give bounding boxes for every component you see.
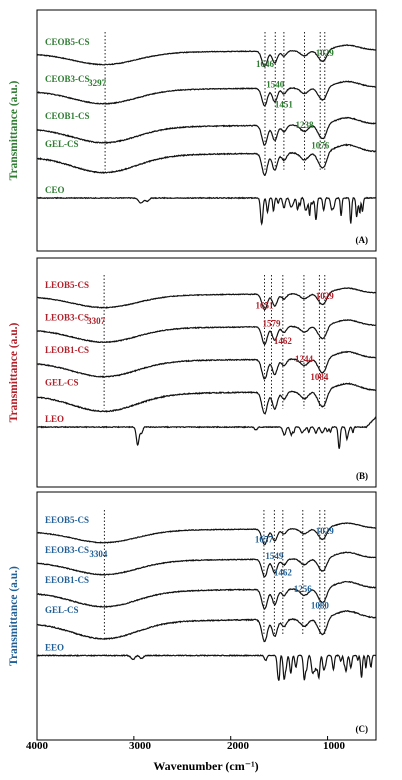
series-label: EEO xyxy=(45,643,64,653)
peak-label: 1029 xyxy=(316,291,335,301)
peak-label: 3304 xyxy=(89,549,108,559)
series-label: CEOB3-CS xyxy=(45,74,90,84)
panels: Transmittance (a.u.) (A) CEOB5-CS CEOB3-CS C… xyxy=(8,9,377,741)
series-label: CEOB1-CS xyxy=(45,111,90,121)
y-axis-label: Transmittance (a.u.) xyxy=(8,566,20,666)
peak-label: 1238 xyxy=(296,120,315,130)
peak-label: 1540 xyxy=(266,79,285,89)
y-axis-label: Transmittance (a.u.) xyxy=(8,322,20,422)
spectrum-eeo xyxy=(36,653,377,682)
panel-1: Transmittance (a.u.) (A) CEOB5-CS CEOB3-CS C… xyxy=(8,9,377,252)
spectrum-ceob3-cs xyxy=(36,80,377,107)
peak-label: 1579 xyxy=(262,318,281,328)
peak-label: 1651 xyxy=(256,300,275,310)
spectrum-ceob1-cs xyxy=(36,116,377,146)
spectrum-eeob5-cs xyxy=(36,522,377,546)
x-tick-1000: 1000 xyxy=(323,740,346,752)
peak-label: 1080 xyxy=(311,601,330,611)
peak-label: 1462 xyxy=(274,568,293,578)
series-label: LEOB5-CS xyxy=(45,280,89,290)
peak-label: 3307 xyxy=(87,316,106,326)
series-label: GEL-CS xyxy=(45,378,79,388)
panel-frame xyxy=(36,491,377,741)
panel-frame xyxy=(36,257,377,488)
series-label: GEL-CS xyxy=(45,605,79,615)
x-axis-label: Wavenumber (cm⁻¹) xyxy=(153,759,258,773)
peak-label: 1244 xyxy=(295,354,314,364)
x-axis: 4000 3000 2000 1000 Wavenumber (cm⁻¹) xyxy=(26,736,346,773)
x-tick-2000: 2000 xyxy=(227,740,250,752)
spectrum-ceob5-cs xyxy=(36,44,377,68)
spectrum-eeob3-cs xyxy=(36,551,377,578)
panel-label: (B) xyxy=(356,471,368,481)
spectrum-leo xyxy=(36,416,377,449)
y-axis-label: Transmittance (a.u.) xyxy=(8,80,20,180)
series-label: GEL-CS xyxy=(45,139,79,149)
spectrum-ceo xyxy=(36,196,377,226)
series-label: EEOB5-CS xyxy=(45,515,89,525)
peak-label: 1657 xyxy=(255,535,274,545)
spectrum-gel-cs xyxy=(37,382,377,415)
peak-label: 1256 xyxy=(294,584,313,594)
series-label: EEOB3-CS xyxy=(45,545,89,555)
peak-label: 3297 xyxy=(88,78,107,88)
peak-label: 1462 xyxy=(274,336,293,346)
peak-label: 1084 xyxy=(310,372,329,382)
series-label: LEO xyxy=(45,414,64,424)
panel-2: Transmittance (a.u.) (B) LEOB5-CS LEOB3-CS L… xyxy=(8,257,377,488)
spectrum-gel-cs xyxy=(36,610,377,643)
x-tick-3000: 3000 xyxy=(129,740,152,752)
series-label: LEOB1-CS xyxy=(45,345,89,355)
series-label: LEOB3-CS xyxy=(45,313,89,323)
spectrum-leob5-cs xyxy=(36,287,376,311)
series-label: CEO xyxy=(45,185,65,195)
panel-3: Transmittance (a.u.) (C) EEOB5-CS EEOB3-CS E… xyxy=(8,491,377,741)
panel-label: (C) xyxy=(356,724,369,734)
panel-label: (A) xyxy=(356,235,369,245)
series-label: EEOB1-CS xyxy=(45,575,89,585)
peak-label: 1451 xyxy=(275,100,294,110)
peak-label: 1029 xyxy=(316,526,335,536)
spectrum-gel-cs xyxy=(36,143,377,176)
x-tick-4000: 4000 xyxy=(26,740,49,752)
series-label: CEOB5-CS xyxy=(45,37,90,47)
peak-label: 1549 xyxy=(265,551,284,561)
peak-label: 1076 xyxy=(311,140,330,150)
peak-label: 1646 xyxy=(256,59,275,69)
peak-label: 1029 xyxy=(316,48,335,58)
spectrum-eeob1-cs xyxy=(36,580,377,610)
